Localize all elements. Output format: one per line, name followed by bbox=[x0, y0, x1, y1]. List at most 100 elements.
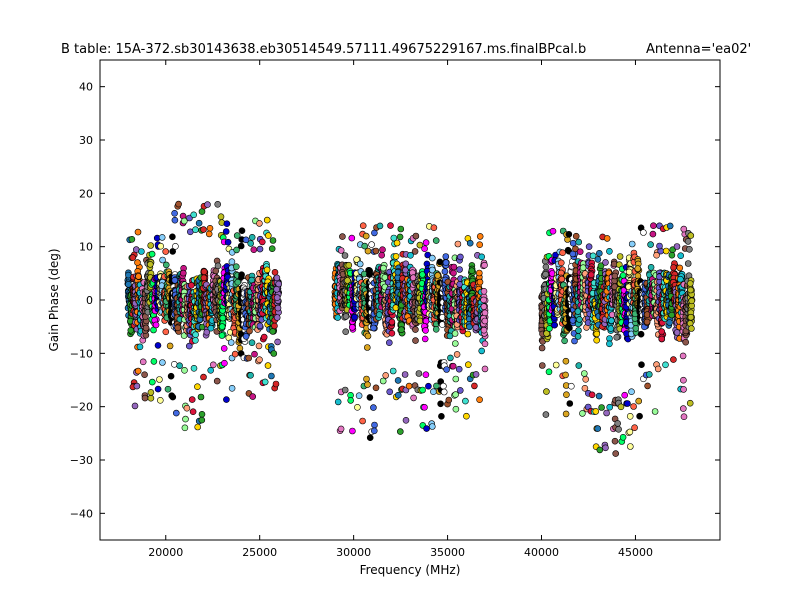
data-point bbox=[542, 411, 550, 418]
data-point bbox=[354, 403, 361, 411]
data-point bbox=[598, 404, 605, 411]
data-point bbox=[396, 233, 404, 241]
data-point bbox=[198, 416, 206, 424]
data-point bbox=[611, 272, 619, 280]
data-point bbox=[192, 226, 199, 233]
data-point bbox=[563, 391, 570, 399]
data-point bbox=[138, 248, 145, 255]
data-point bbox=[274, 304, 282, 312]
data-point bbox=[370, 324, 377, 332]
data-point bbox=[152, 321, 160, 329]
data-point bbox=[478, 253, 486, 261]
data-point bbox=[169, 233, 176, 241]
data-point bbox=[440, 382, 447, 390]
data-point bbox=[401, 371, 409, 378]
data-point bbox=[425, 382, 432, 390]
data-point bbox=[238, 227, 246, 234]
data-point bbox=[594, 425, 602, 432]
data-point bbox=[606, 403, 614, 411]
data-point bbox=[248, 339, 256, 347]
data-point bbox=[456, 266, 463, 273]
data-point bbox=[366, 434, 374, 442]
data-point bbox=[134, 228, 142, 236]
data-point bbox=[171, 276, 179, 284]
data-point bbox=[481, 317, 489, 325]
data-point bbox=[445, 396, 453, 404]
data-point bbox=[572, 232, 580, 240]
data-point bbox=[410, 394, 417, 402]
plot-area bbox=[99, 59, 721, 541]
data-point bbox=[261, 378, 269, 386]
data-point bbox=[223, 396, 230, 403]
data-point bbox=[562, 371, 569, 379]
data-point bbox=[141, 371, 148, 379]
data-point bbox=[394, 377, 402, 384]
data-point bbox=[595, 392, 603, 400]
data-point bbox=[218, 323, 226, 330]
data-point bbox=[173, 409, 180, 417]
data-point bbox=[200, 226, 207, 233]
data-point bbox=[205, 230, 213, 238]
data-point bbox=[237, 242, 245, 250]
data-point bbox=[198, 208, 206, 215]
data-point bbox=[134, 367, 142, 375]
data-point bbox=[582, 375, 590, 383]
data-point bbox=[476, 396, 483, 404]
data-point bbox=[207, 366, 214, 374]
data-point bbox=[552, 361, 560, 369]
data-point bbox=[626, 412, 634, 420]
data-point bbox=[481, 340, 489, 348]
data-point bbox=[559, 249, 566, 256]
data-point bbox=[175, 200, 182, 208]
data-point bbox=[442, 259, 450, 266]
data-point bbox=[200, 373, 207, 381]
data-point bbox=[480, 303, 488, 310]
data-point bbox=[147, 389, 155, 396]
data-point bbox=[200, 268, 208, 276]
data-point bbox=[149, 378, 156, 386]
data-point bbox=[164, 385, 172, 393]
data-point bbox=[452, 391, 459, 398]
data-point bbox=[370, 427, 378, 435]
data-point bbox=[630, 403, 637, 410]
data-point bbox=[348, 234, 356, 242]
data-point bbox=[220, 345, 228, 352]
data-point bbox=[363, 344, 371, 351]
data-point bbox=[222, 228, 230, 235]
data-point bbox=[451, 330, 459, 337]
data-point bbox=[438, 412, 445, 420]
data-point bbox=[141, 394, 149, 402]
data-point bbox=[372, 247, 380, 255]
chart-title: B table: 15A-372.sb30143638.eb30514549.5… bbox=[61, 42, 586, 57]
data-point bbox=[468, 267, 476, 275]
data-point bbox=[192, 331, 199, 339]
data-point bbox=[136, 343, 144, 351]
data-point bbox=[348, 323, 356, 331]
data-point bbox=[421, 335, 429, 343]
data-point bbox=[456, 387, 464, 394]
data-point bbox=[542, 263, 550, 271]
data-point bbox=[562, 410, 570, 418]
data-point bbox=[349, 427, 356, 435]
data-point bbox=[134, 259, 141, 266]
data-point bbox=[181, 424, 189, 432]
data-point bbox=[227, 339, 235, 346]
data-point bbox=[364, 381, 371, 388]
data-point bbox=[372, 384, 380, 392]
data-point bbox=[183, 404, 191, 412]
data-point bbox=[188, 396, 196, 403]
data-point bbox=[181, 366, 188, 374]
data-point bbox=[619, 433, 627, 441]
data-point bbox=[128, 236, 136, 243]
data-point bbox=[133, 382, 141, 390]
data-point bbox=[421, 403, 428, 411]
data-point bbox=[371, 421, 378, 429]
data-point bbox=[387, 222, 394, 229]
data-point bbox=[447, 354, 454, 362]
data-point bbox=[545, 368, 553, 376]
data-point bbox=[347, 397, 355, 404]
data-point bbox=[368, 241, 375, 248]
data-point bbox=[464, 361, 472, 369]
data-point bbox=[351, 313, 358, 321]
data-point bbox=[204, 201, 211, 208]
